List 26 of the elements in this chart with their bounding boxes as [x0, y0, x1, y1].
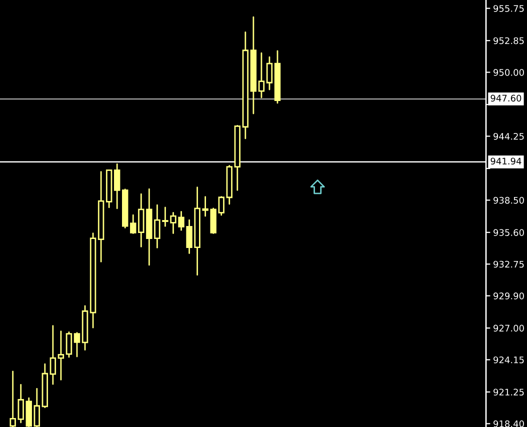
- candlestick: [66, 331, 72, 358]
- candlestick: [114, 163, 120, 210]
- ref-line-label: 947.60: [490, 94, 522, 102]
- candlestick: [138, 193, 144, 248]
- y-tick-label: 955.75: [494, 5, 524, 12]
- ref-line-label: 941.94: [490, 158, 522, 165]
- y-tick-label: 918.40: [494, 420, 524, 427]
- y-tick-label: 938.50: [494, 196, 524, 204]
- y-tick-label: 935.60: [494, 229, 524, 236]
- y-tick-label: 944.25: [494, 132, 524, 140]
- y-tick-label: 927.00: [494, 324, 524, 332]
- candlestick: [34, 388, 40, 427]
- candlestick: [58, 330, 64, 380]
- y-tick-label: 921.25: [494, 388, 524, 396]
- candlestick: [10, 370, 16, 427]
- y-tick-label: 950.00: [494, 69, 524, 76]
- candlestick: [74, 332, 80, 358]
- y-tick-label: 929.90: [494, 292, 524, 300]
- candlestick: [258, 52, 265, 98]
- candlestick: [266, 56, 273, 90]
- y-tick-label: 932.75: [494, 260, 524, 268]
- y-tick-label: 952.85: [494, 37, 524, 44]
- candlestick: [130, 214, 136, 234]
- candlestick: [50, 325, 56, 385]
- y-tick-label: 924.15: [494, 356, 524, 364]
- candlestick: [18, 384, 24, 424]
